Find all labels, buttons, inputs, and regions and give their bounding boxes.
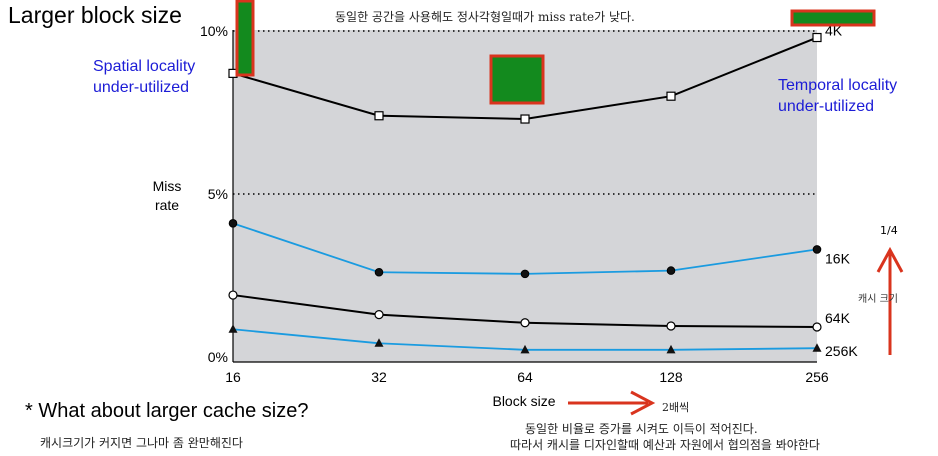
point-256k xyxy=(666,344,676,354)
series-label-256k: 256K xyxy=(825,343,858,359)
corner-marker xyxy=(790,9,876,27)
point-64k xyxy=(374,310,384,320)
point-4k xyxy=(520,114,530,124)
temporal-note-line1: Temporal locality xyxy=(778,77,898,94)
point-64k xyxy=(520,318,530,328)
cache-size-label: 캐시 크기 xyxy=(858,294,898,305)
point-256k xyxy=(228,324,238,333)
point-256k xyxy=(520,344,530,354)
point-16k xyxy=(812,245,822,254)
x-tick-label: 64 xyxy=(517,369,533,385)
center-marker xyxy=(489,54,545,105)
point-256k xyxy=(374,338,384,347)
point-64k xyxy=(812,322,822,332)
x-tick-label: 128 xyxy=(659,369,683,385)
point-64k xyxy=(228,290,238,300)
point-64k xyxy=(666,321,676,331)
x-axis-label: Block size xyxy=(492,393,555,409)
series-label-64k: 64K xyxy=(825,310,851,326)
point-4k xyxy=(812,32,822,43)
point-4k xyxy=(374,111,384,121)
series-label-4k: 4K xyxy=(825,23,843,39)
spatial-marker xyxy=(235,0,255,77)
x-tick-label: 32 xyxy=(371,369,387,385)
point-16k xyxy=(228,219,238,228)
series-label-16k: 16K xyxy=(825,250,851,266)
point-256k xyxy=(812,343,822,352)
point-16k xyxy=(520,269,530,279)
y-tick-label: 0% xyxy=(208,349,228,365)
point-16k xyxy=(666,266,676,275)
chart-labels: 0% 5% 10% Miss rate 16 32 64 128 256 Block size 4K 1… xyxy=(153,23,859,409)
temporal-note-line2: under-utilized xyxy=(778,98,875,115)
bottom-left-note: 캐시크기가 커지면 그나마 좀 완만해진다 xyxy=(40,436,243,450)
two-times-arrow xyxy=(568,390,656,416)
y-tick-label: 10% xyxy=(200,23,228,39)
series-markers xyxy=(228,32,822,354)
spatial-note-line2: under-utilized xyxy=(93,79,190,96)
top-annotation: 동일한 공간을 사용해도 정사각형일때가 miss rate가 낮다. xyxy=(335,10,635,24)
y-axis-label-line: rate xyxy=(155,197,179,213)
slide-title: Larger block size xyxy=(8,2,182,28)
bottom-right-note-2: 따라서 캐시를 디자인할때 예산과 자원에서 협의점을 봐야한다 xyxy=(510,438,820,452)
y-tick-label: 5% xyxy=(208,186,228,202)
spatial-locality-note: Spatial locality under-utilized xyxy=(93,56,195,98)
spatial-note-line1: Spatial locality xyxy=(93,58,196,75)
bottom-right-note-1: 동일한 비율로 증가를 시켜도 이득이 적어진다. xyxy=(525,422,758,436)
x-tick-label: 16 xyxy=(225,369,241,385)
quarter-label: 1/4 xyxy=(880,224,898,237)
temporal-locality-note: Temporal locality under-utilized xyxy=(778,75,897,117)
point-16k xyxy=(374,267,384,277)
cache-size-arrow xyxy=(876,246,904,355)
point-4k xyxy=(666,91,676,101)
y-axis-label-line: Miss xyxy=(153,178,182,194)
two-times-label: 2배씩 xyxy=(662,401,690,414)
x-tick-label: 256 xyxy=(805,369,829,385)
larger-cache-question: * What about larger cache size? xyxy=(25,400,309,422)
